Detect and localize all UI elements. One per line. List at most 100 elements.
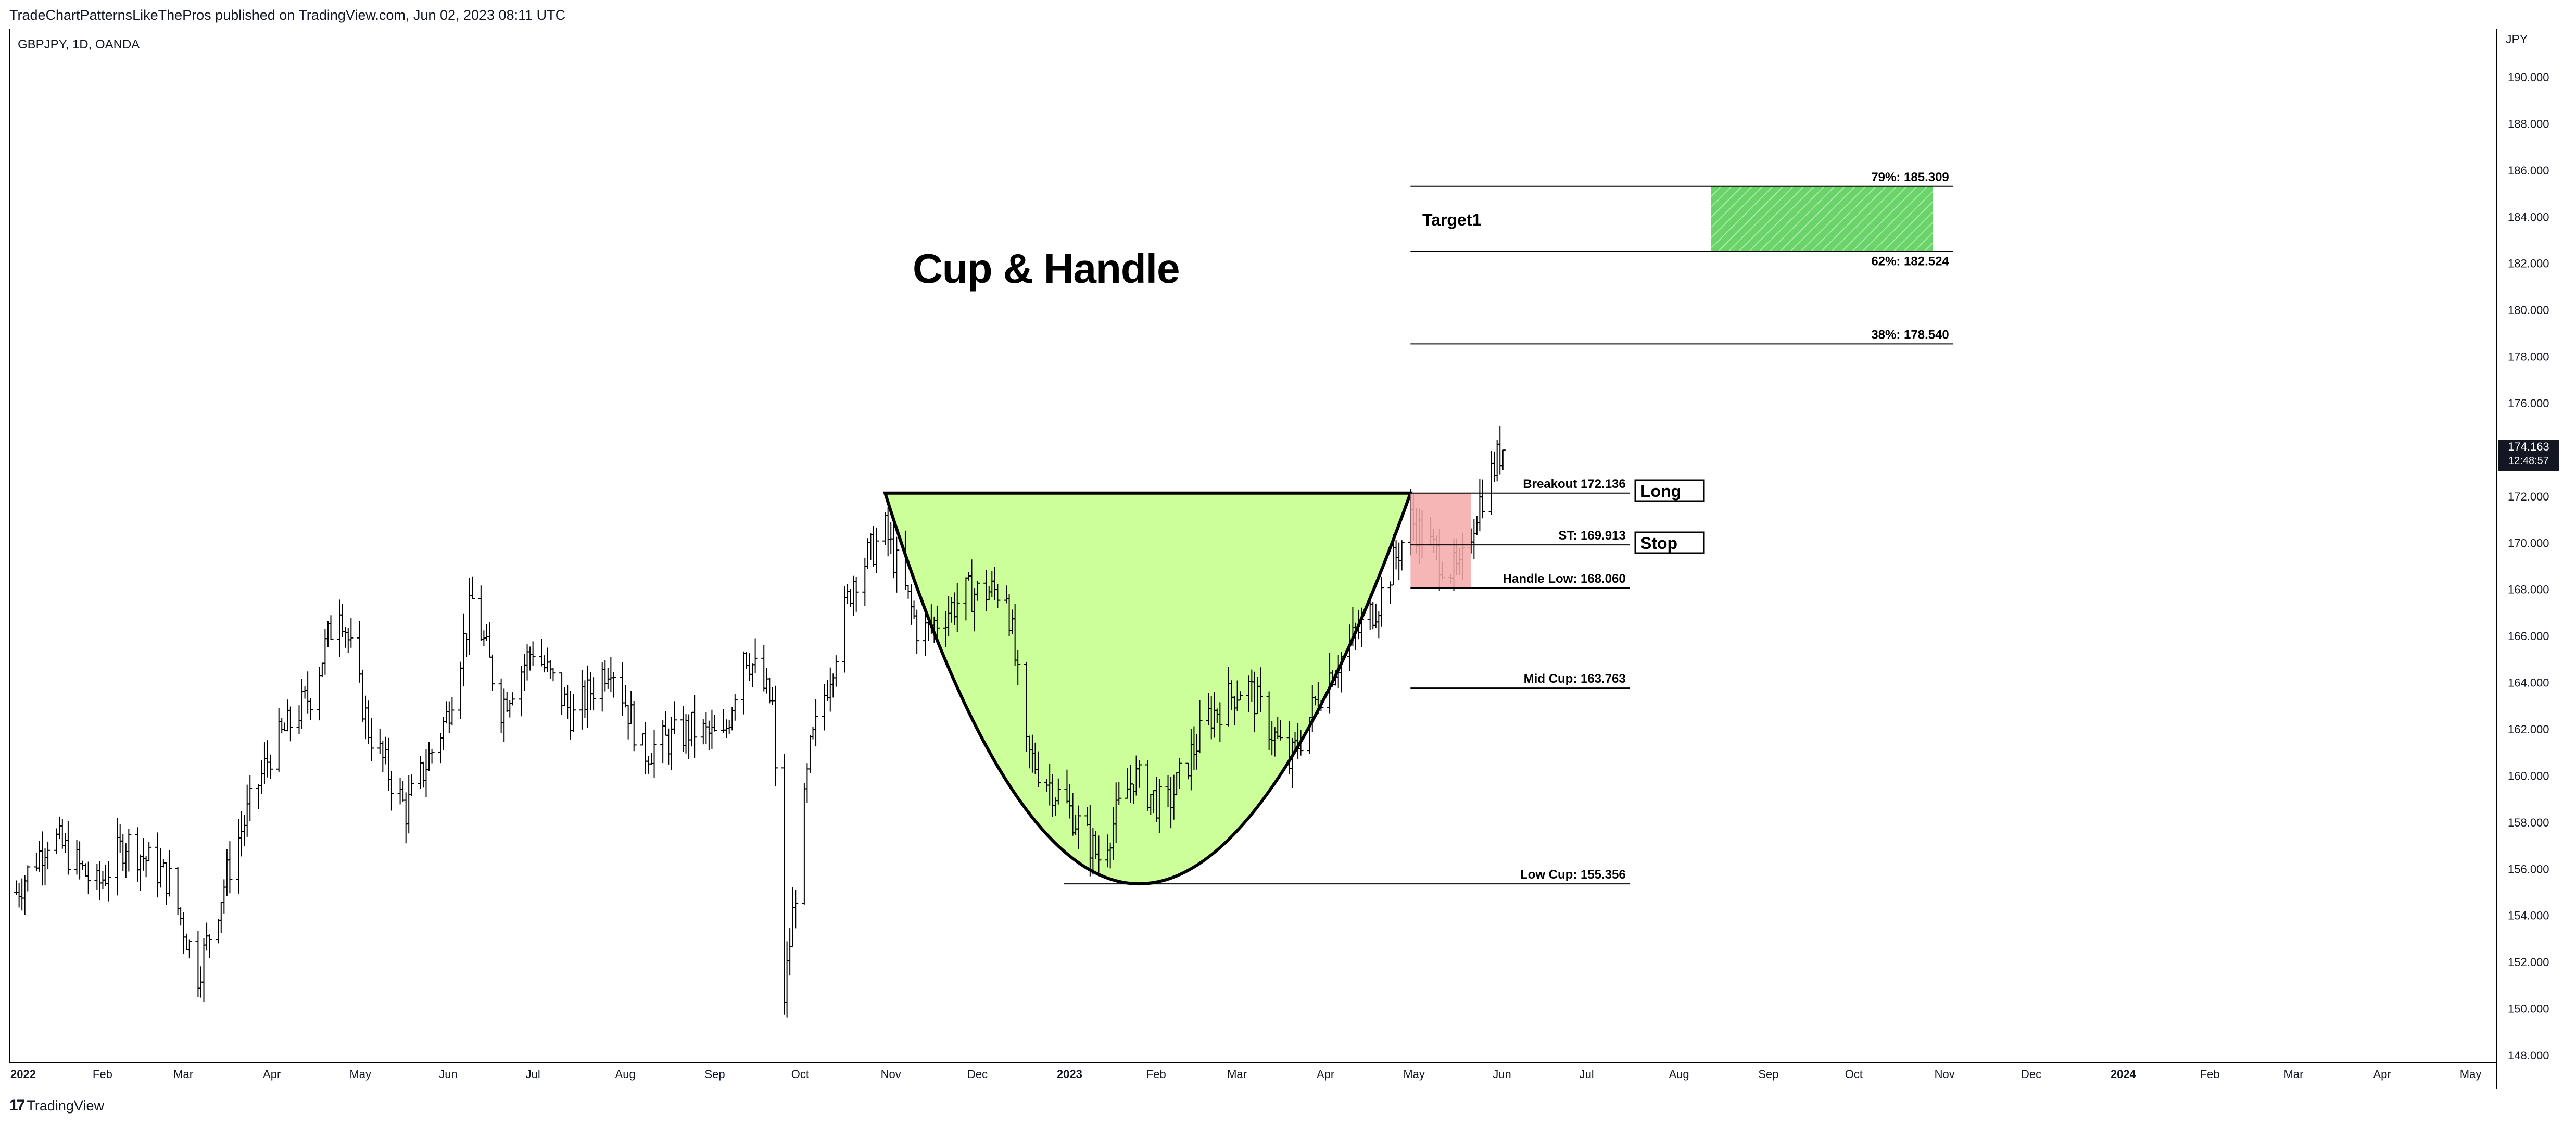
ohlc-bar xyxy=(423,749,429,797)
ohlc-bar xyxy=(628,691,634,724)
ohlc-bar xyxy=(74,840,80,875)
ohlc-bar xyxy=(36,841,42,872)
ohlc-bar xyxy=(409,774,414,797)
ohlc-bar xyxy=(39,831,45,886)
ohlc-bar xyxy=(357,621,362,683)
ohlc-bar xyxy=(1096,835,1102,873)
price-level[interactable]: Mid Cup: 163.763 xyxy=(1410,672,1630,689)
ohlc-bar xyxy=(1036,751,1041,788)
time-tick-label: Jun xyxy=(1493,1068,1511,1081)
target1-label: Target1 xyxy=(1422,210,1481,229)
ohlc-bar xyxy=(1298,730,1304,756)
ohlc-bar xyxy=(484,624,489,641)
ohlc-bar xyxy=(1238,691,1243,701)
ohlc-bar xyxy=(403,792,409,844)
ohlc-bar xyxy=(204,922,210,951)
ohlc-bar xyxy=(1278,720,1283,741)
ohlc-bar xyxy=(377,728,383,754)
ohlc-bar xyxy=(343,627,348,648)
ohlc-bar xyxy=(530,641,536,666)
ohlc-bar xyxy=(822,684,827,731)
time-tick-label: Mar xyxy=(1227,1068,1247,1081)
ohlc-bar xyxy=(287,706,293,742)
ohlc-bar xyxy=(261,742,267,784)
ohlc-bar xyxy=(631,700,637,752)
ohlc-bar xyxy=(672,701,677,734)
ohlc-bar xyxy=(166,850,172,897)
price-level[interactable]: Breakout 172.136 xyxy=(1410,477,1630,494)
price-tick-label: 178.000 xyxy=(2508,351,2549,364)
ohlc-bar xyxy=(276,708,282,772)
price-level[interactable]: Handle Low: 168.060 xyxy=(1410,572,1630,589)
currency-label: JPY xyxy=(2506,32,2528,46)
ohlc-bar xyxy=(559,672,565,715)
ohlc-bar xyxy=(238,811,244,857)
zones-layer xyxy=(885,186,1933,589)
price-tick-label: 150.000 xyxy=(2508,1003,2549,1016)
ohlc-bar xyxy=(383,736,388,765)
ohlc-bar xyxy=(216,919,221,944)
ohlc-bar xyxy=(77,841,83,880)
ohlc-bar xyxy=(1015,650,1021,685)
ohlc-bar xyxy=(1393,540,1399,570)
ohlc-bar xyxy=(550,667,556,682)
ohlc-bar xyxy=(848,589,853,607)
ohlc-bar xyxy=(571,694,576,733)
ohlc-bar xyxy=(429,748,435,764)
ohlc-bar xyxy=(588,672,594,711)
time-tick-label: Nov xyxy=(881,1068,901,1081)
ohlc-bar xyxy=(224,849,230,896)
cup-shape xyxy=(883,491,1413,886)
price-level[interactable]: 79%: 185.309 xyxy=(1410,170,1953,187)
ohlc-bar xyxy=(801,783,807,905)
price-axis[interactable]: 190.000 188.000 186.000 184.000 182.000 180.0… xyxy=(2508,71,2549,1062)
price-level[interactable]: 62%: 182.524 xyxy=(1410,251,1953,268)
ohlc-bar xyxy=(42,848,48,885)
price-tick-label: 166.000 xyxy=(2508,630,2549,643)
symbol-legend[interactable]: GBPJPY, 1D, OANDA xyxy=(18,37,140,52)
long-label: Long xyxy=(1640,482,1681,501)
ohlc-bar xyxy=(784,941,790,1018)
time-tick-label: Jul xyxy=(526,1068,540,1081)
ohlc-bar xyxy=(743,652,749,669)
time-tick-label: Feb xyxy=(1146,1068,1166,1081)
ohlc-bar xyxy=(642,722,648,774)
price-level[interactable]: Low Cup: 155.356 xyxy=(1064,868,1630,885)
price-level[interactable]: ST: 169.913 xyxy=(1410,529,1630,546)
time-tick-label: Jun xyxy=(439,1068,457,1081)
target-zone xyxy=(1711,186,1933,252)
ohlc-bar xyxy=(611,672,616,698)
ohlc-bar xyxy=(830,673,836,698)
ohlc-bar xyxy=(1379,577,1384,627)
ohlc-bar xyxy=(285,699,291,732)
ohlc-bar xyxy=(706,720,712,750)
ohlc-bar xyxy=(117,824,123,853)
ohlc-bar xyxy=(501,688,507,742)
time-tick-label: May xyxy=(2460,1068,2482,1081)
ohlc-bar xyxy=(1055,778,1061,805)
ohlc-bar xyxy=(386,737,392,791)
ohlc-bar xyxy=(264,740,270,778)
handle-box xyxy=(1410,493,1471,589)
time-tick-label: Aug xyxy=(615,1068,636,1081)
ohlc-bar xyxy=(747,653,752,682)
level-label: Handle Low: 168.060 xyxy=(1503,572,1626,586)
ohlc-bar xyxy=(369,718,374,761)
ohlc-bar xyxy=(175,867,181,915)
ohlc-bar xyxy=(1373,603,1379,629)
time-tick-label: Mar xyxy=(173,1068,193,1081)
ohlc-bar xyxy=(908,584,914,625)
tradingview-footer[interactable]: 17 TradingView xyxy=(9,1097,104,1115)
ohlc-bar xyxy=(764,668,769,694)
time-axis[interactable]: 2022 Feb Mar Apr May Jun Jul Aug Sep Oct Nov Dec 202… xyxy=(10,1068,2481,1081)
price-level[interactable]: 38%: 178.540 xyxy=(1410,328,1953,345)
last-price-tag: 174.163 12:48:57 xyxy=(2498,440,2559,471)
price-tick-label: 156.000 xyxy=(2508,862,2549,875)
ohlc-bar xyxy=(446,701,452,733)
price-tick-label: 148.000 xyxy=(2508,1049,2549,1062)
ohlc-bar xyxy=(790,887,795,947)
ohlc-bar xyxy=(85,861,91,895)
ohlc-bar xyxy=(769,686,775,705)
ohlc-bar xyxy=(195,931,201,997)
